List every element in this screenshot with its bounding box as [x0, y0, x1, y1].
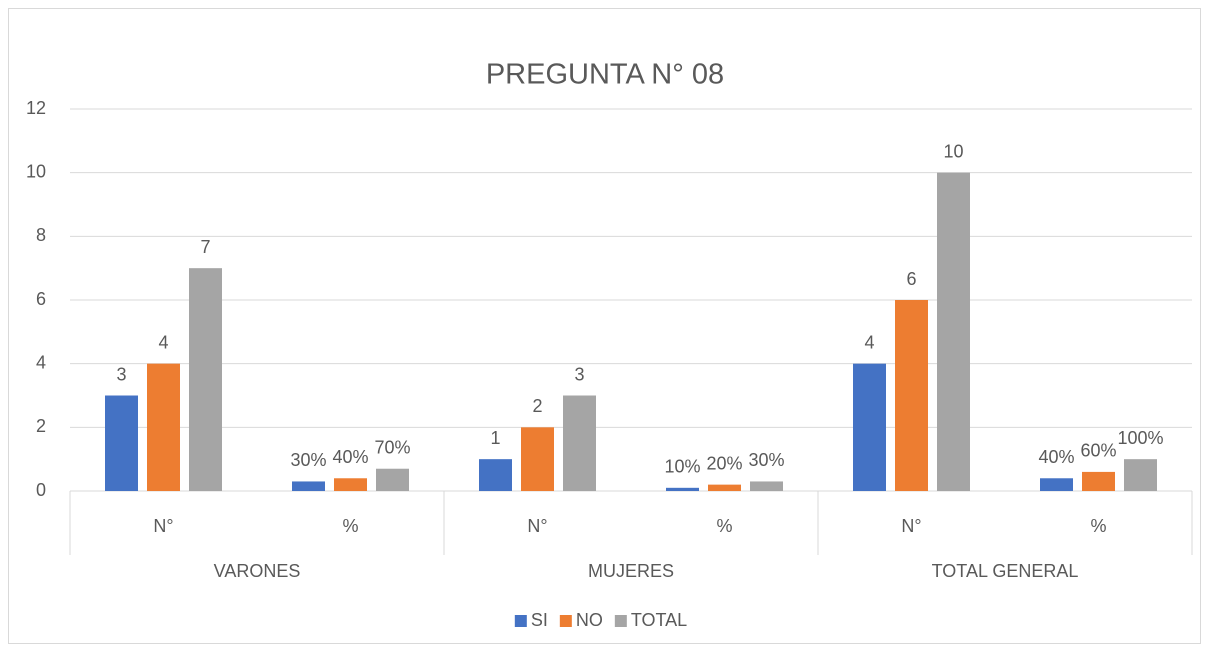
bar	[521, 427, 554, 491]
bar	[189, 268, 222, 491]
group-label: TOTAL GENERAL	[932, 561, 1079, 581]
data-label: 4	[864, 332, 874, 352]
legend-label: SI	[531, 610, 548, 630]
data-label: 70%	[374, 437, 410, 457]
x-tick-label: N°	[527, 516, 547, 536]
y-tick-label: 10	[26, 161, 46, 181]
x-tick-label: N°	[901, 516, 921, 536]
chart-frame	[8, 8, 1201, 644]
x-tick-label: %	[342, 516, 358, 536]
legend-label: NO	[576, 610, 603, 630]
bar	[147, 363, 180, 491]
data-label: 10	[943, 141, 963, 161]
bar	[563, 395, 596, 491]
bar	[937, 172, 970, 491]
data-label: 60%	[1080, 441, 1116, 461]
y-tick-label: 12	[26, 98, 46, 118]
bar	[105, 395, 138, 491]
legend-swatch	[559, 615, 572, 627]
data-label: 100%	[1117, 428, 1163, 448]
x-tick-label: %	[1090, 516, 1106, 536]
legend-label: TOTAL	[631, 610, 687, 630]
bar	[750, 481, 783, 491]
bar	[334, 478, 367, 491]
y-tick-label: 0	[36, 480, 46, 500]
data-label: 3	[116, 364, 126, 384]
y-tick-label: 8	[36, 225, 46, 245]
bar	[708, 484, 741, 491]
bar	[376, 468, 409, 491]
data-label: 6	[906, 269, 916, 289]
bar	[292, 481, 325, 491]
bar	[1124, 459, 1157, 491]
legend-swatch	[614, 615, 627, 627]
bar	[666, 487, 699, 491]
data-label: 30%	[748, 450, 784, 470]
x-tick-label: N°	[153, 516, 173, 536]
data-label: 20%	[706, 453, 742, 473]
group-label: VARONES	[214, 561, 301, 581]
data-label: 10%	[664, 457, 700, 477]
chart-title: PREGUNTA N° 08	[486, 59, 724, 91]
y-tick-label: 4	[36, 352, 46, 372]
bar	[895, 300, 928, 491]
legend-swatch	[514, 615, 527, 627]
x-tick-label: %	[716, 516, 732, 536]
data-label: 4	[158, 332, 168, 352]
data-label: 1	[490, 428, 500, 448]
data-label: 3	[574, 364, 584, 384]
data-label: 30%	[290, 450, 326, 470]
group-label: MUJERES	[588, 561, 674, 581]
bar	[479, 459, 512, 491]
data-label: 2	[532, 396, 542, 416]
data-label: 40%	[332, 447, 368, 467]
y-tick-label: 2	[36, 416, 46, 436]
bar	[853, 363, 886, 491]
data-label: 7	[200, 237, 210, 257]
data-label: 40%	[1038, 447, 1074, 467]
y-tick-label: 6	[36, 289, 46, 309]
bar	[1082, 471, 1115, 491]
bar	[1040, 478, 1073, 491]
